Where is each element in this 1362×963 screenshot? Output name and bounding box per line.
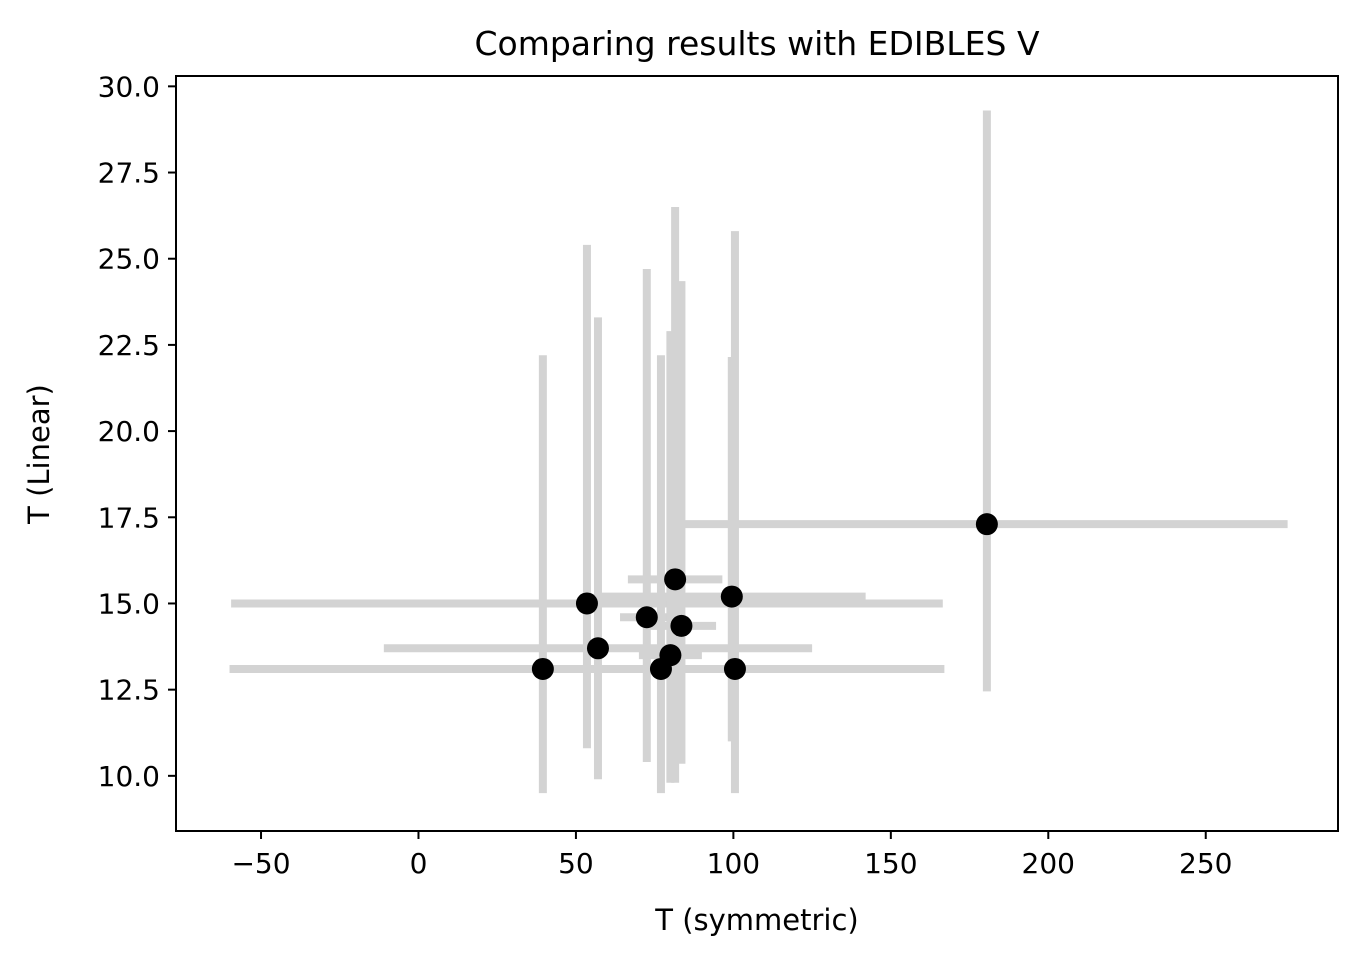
y-tick-label: 27.5 [98,157,160,190]
data-point [586,637,609,660]
x-axis: −50 0 50 100 150 200 250 [231,831,1232,880]
x-axis-label: T (symmetric) [654,903,858,937]
marker-layer [531,513,998,680]
data-point [720,585,743,608]
x-tick-label: 50 [558,847,594,880]
plot-area [176,76,1338,831]
data-point [659,644,682,667]
data-point [575,592,598,615]
chart-title: Comparing results with EDIBLES V [474,24,1039,63]
y-tick-label: 30.0 [98,70,160,103]
data-point [975,513,998,536]
data-point [635,606,658,629]
y-tick-label: 20.0 [98,415,160,448]
x-tick-label: 100 [707,847,760,880]
y-tick-label: 17.5 [98,501,160,534]
x-tick-label: 150 [864,847,917,880]
data-point [723,657,746,680]
data-point [531,657,554,680]
x-tick-label: 200 [1022,847,1075,880]
y-tick-label: 25.0 [98,243,160,276]
y-tick-label: 10.0 [98,760,160,793]
y-tick-label: 15.0 [98,587,160,620]
x-tick-label: 250 [1179,847,1232,880]
y-tick-label: 22.5 [98,329,160,362]
x-tick-label: 0 [410,847,428,880]
data-point [670,614,693,637]
x-tick-label: −50 [231,847,290,880]
data-point [664,568,687,591]
plot-frame [175,75,1339,832]
y-tick-label: 12.5 [98,674,160,707]
y-axis-label: T (Linear) [22,384,56,525]
y-axis: 10.0 12.5 15.0 17.5 20.0 22.5 25.0 27.5 30.0 [98,70,176,793]
